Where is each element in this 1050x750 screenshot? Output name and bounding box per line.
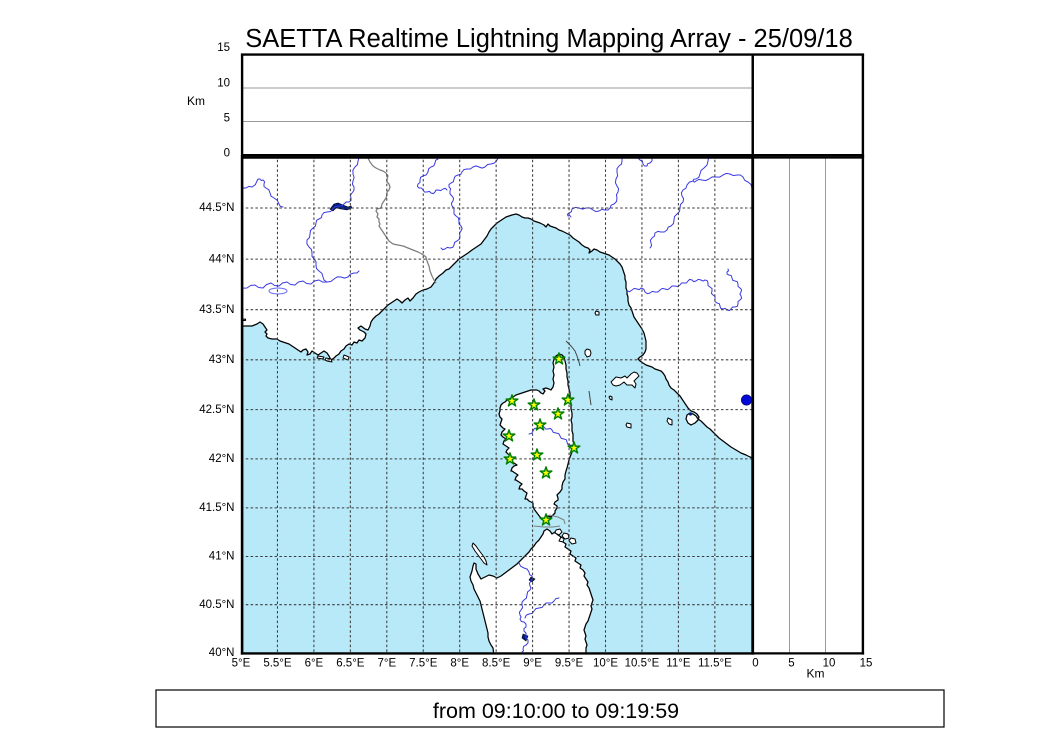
svg-text:44°N: 44°N xyxy=(209,253,235,265)
svg-text:11.5°E: 11.5°E xyxy=(698,658,732,670)
svg-text:15: 15 xyxy=(860,658,873,670)
svg-text:from 09:10:00 to 09:19:59: from 09:10:00 to 09:19:59 xyxy=(433,699,679,723)
svg-text:5: 5 xyxy=(788,658,794,670)
svg-text:15: 15 xyxy=(217,42,230,54)
svg-text:44.5°N: 44.5°N xyxy=(199,202,234,214)
svg-text:8°E: 8°E xyxy=(450,658,469,670)
svg-text:43°N: 43°N xyxy=(209,354,235,366)
svg-text:5°E: 5°E xyxy=(232,658,251,670)
svg-text:0: 0 xyxy=(224,147,230,159)
svg-text:40.5°N: 40.5°N xyxy=(199,599,234,611)
svg-text:10: 10 xyxy=(217,78,230,90)
svg-text:7.5°E: 7.5°E xyxy=(409,658,438,670)
svg-text:8.5°E: 8.5°E xyxy=(482,658,511,670)
svg-text:10°E: 10°E xyxy=(593,658,618,670)
svg-text:SAETTA Realtime Lightning Mapp: SAETTA Realtime Lightning Mapping Array … xyxy=(245,25,853,53)
svg-text:9°E: 9°E xyxy=(523,658,542,670)
svg-text:42°N: 42°N xyxy=(209,453,235,465)
svg-text:10.5°E: 10.5°E xyxy=(625,658,660,670)
svg-text:9.5°E: 9.5°E xyxy=(555,658,584,670)
svg-text:6°E: 6°E xyxy=(305,658,324,670)
svg-text:43.5°N: 43.5°N xyxy=(199,304,234,316)
svg-text:5.5°E: 5.5°E xyxy=(263,658,292,670)
svg-text:7°E: 7°E xyxy=(377,658,396,670)
svg-text:0: 0 xyxy=(752,658,758,670)
svg-text:41°N: 41°N xyxy=(209,551,235,563)
svg-text:Km: Km xyxy=(807,667,825,681)
svg-text:41.5°N: 41.5°N xyxy=(199,502,234,514)
svg-text:40°N: 40°N xyxy=(209,647,235,659)
svg-text:6.5°E: 6.5°E xyxy=(336,658,365,670)
svg-text:5: 5 xyxy=(224,112,230,124)
svg-text:10: 10 xyxy=(823,658,836,670)
svg-text:11°E: 11°E xyxy=(666,658,691,670)
svg-text:42.5°N: 42.5°N xyxy=(199,404,234,416)
svg-text:Km: Km xyxy=(187,94,205,108)
